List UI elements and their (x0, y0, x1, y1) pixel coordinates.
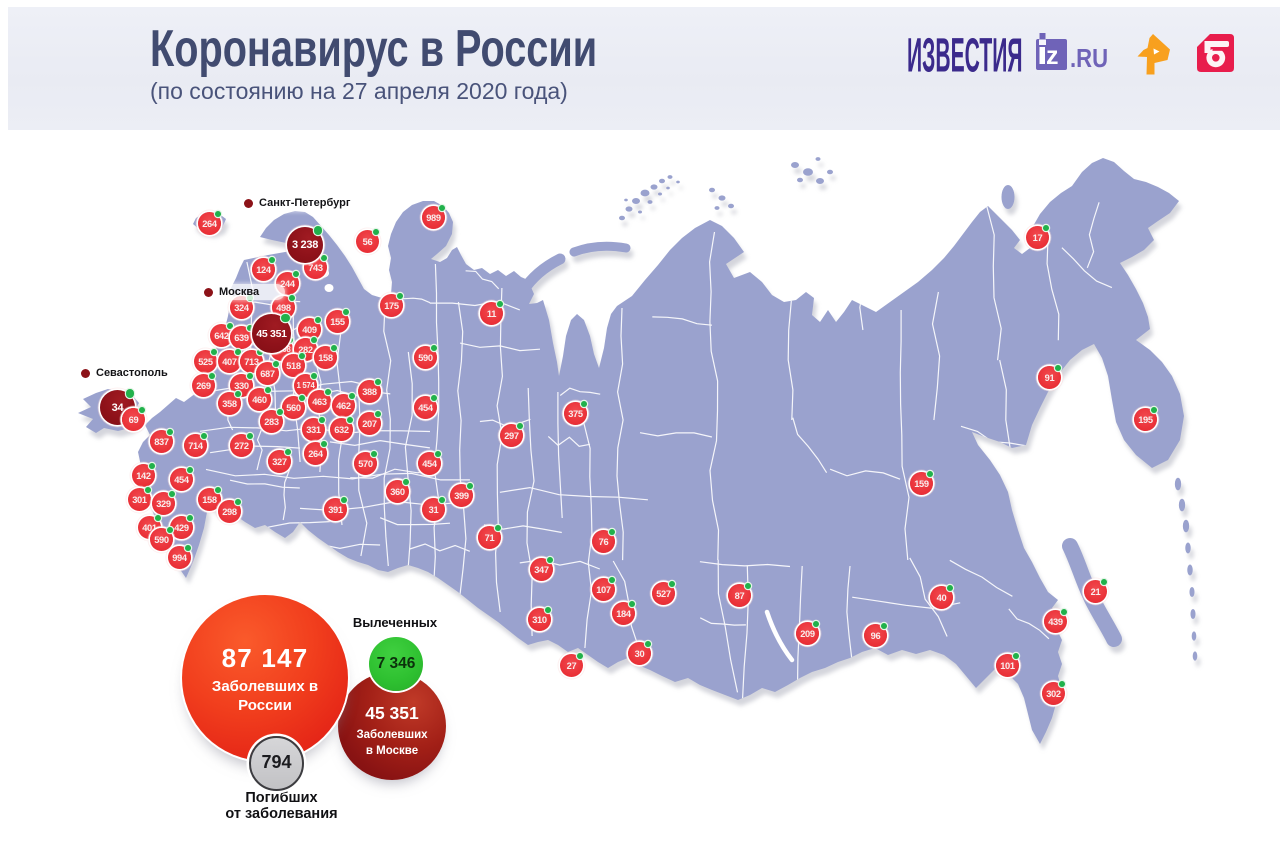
svg-text:ИЗВЕСТИЯ: ИЗВЕСТИЯ (907, 27, 1023, 81)
svg-text:z: z (1046, 42, 1059, 70)
svg-text:.RU: .RU (1070, 44, 1108, 73)
